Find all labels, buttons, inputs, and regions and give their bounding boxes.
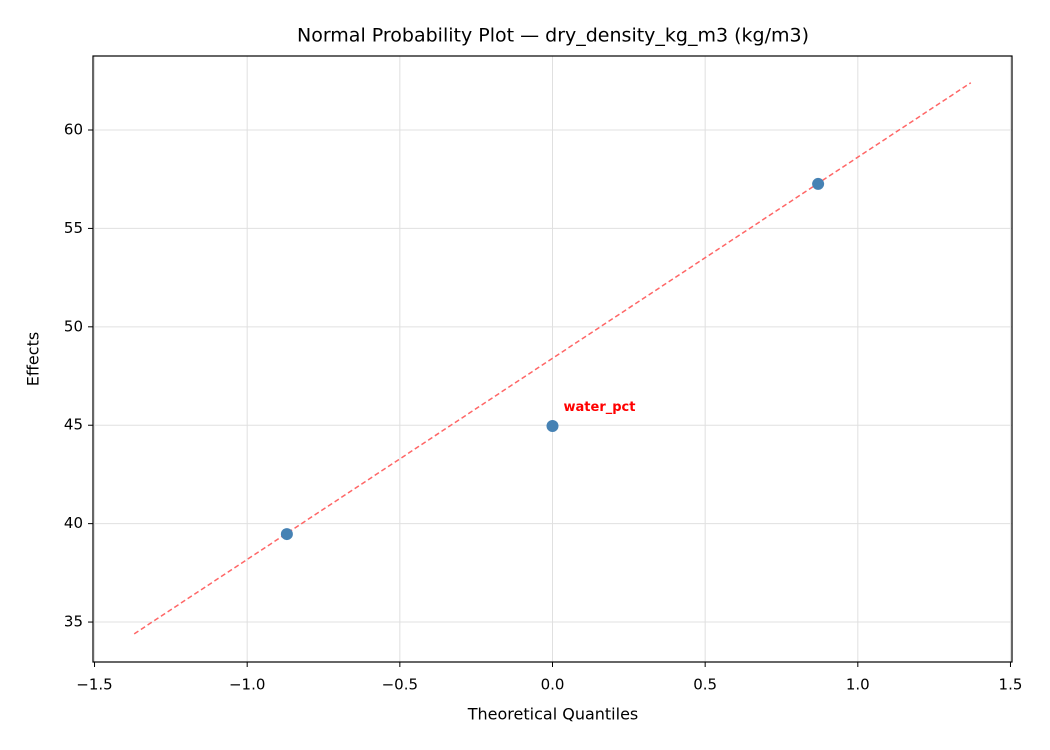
y-tick-label: 35: [64, 613, 83, 631]
y-tick-label: 40: [64, 514, 83, 532]
data-point: [280, 528, 293, 541]
point-label: water_pct: [564, 400, 636, 415]
chart-title: Normal Probability Plot — dry_density_kg…: [297, 25, 809, 47]
x-tick-label: 0.5: [693, 676, 717, 694]
reference-line: [133, 82, 972, 635]
y-tick-label: 60: [64, 121, 83, 139]
x-tick-label: 0.0: [541, 676, 565, 694]
plot-frame: [92, 55, 1013, 663]
y-axis-label: Effects: [24, 332, 43, 386]
data-point: [812, 177, 825, 190]
x-tick-label: −1.0: [229, 676, 265, 694]
data-point: [546, 420, 559, 433]
y-tick-label: 45: [64, 416, 83, 434]
x-axis-label: Theoretical Quantiles: [467, 705, 639, 724]
y-tick-label: 50: [64, 317, 83, 335]
x-tick-label: −1.5: [76, 676, 112, 694]
x-tick-label: −0.5: [382, 676, 418, 694]
y-tick-label: 55: [64, 219, 83, 237]
x-tick-label: 1.0: [846, 676, 870, 694]
x-tick-label: 1.5: [999, 676, 1023, 694]
